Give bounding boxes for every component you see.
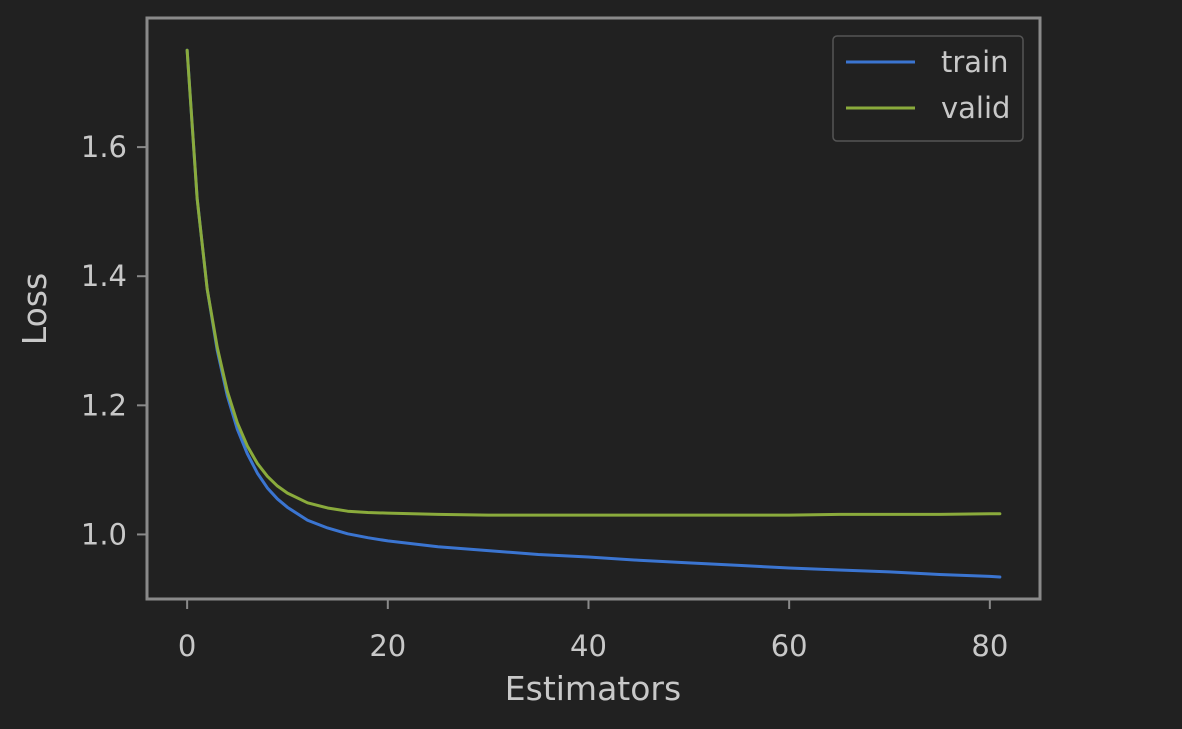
x-tick-label: 60 [771,629,808,663]
y-axis-label: Loss [15,273,54,345]
x-tick-label: 80 [971,629,1008,663]
legend: train valid [832,35,1024,142]
x-axis-label: Estimators [505,669,681,708]
series-line-valid [185,48,1002,517]
legend-label-train: train [941,45,1009,79]
y-tick-label: 1.0 [81,517,127,551]
y-tick-label: 1.6 [81,130,127,164]
series-line-train [185,48,1002,579]
y-tick-label: 1.4 [81,259,127,293]
y-axis-ticks: 1.0 1.2 1.4 1.6 [81,130,146,551]
x-tick-label: 40 [570,629,607,663]
plot-lines [185,48,1002,579]
y-tick-label: 1.2 [81,388,127,422]
axes-frame [145,16,1042,601]
x-tick-label: 0 [178,629,196,663]
legend-label-valid: valid [941,91,1010,125]
x-axis-ticks: 0 20 40 60 80 [178,600,1008,663]
x-tick-label: 20 [369,629,406,663]
